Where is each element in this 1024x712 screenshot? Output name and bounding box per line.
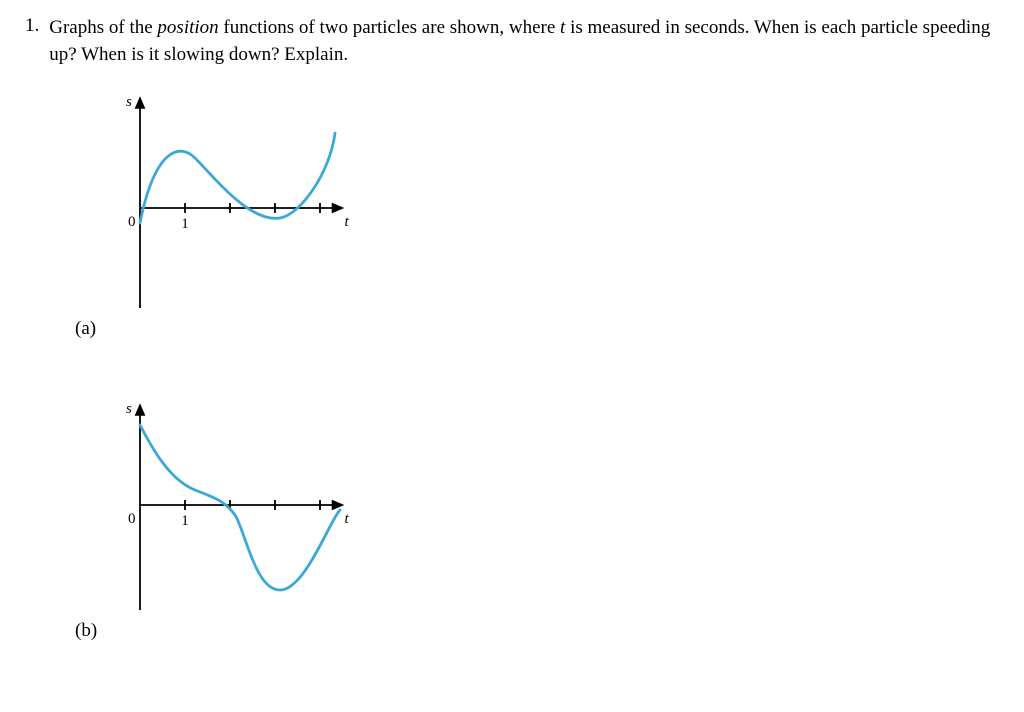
chart-b: 1 0 s t <box>75 395 355 620</box>
figures-container: 1 0 s t (a) 1 0 s t (b) <box>75 88 999 682</box>
row-a: (a) <box>75 318 999 380</box>
text-part-1: Graphs of the <box>49 17 157 38</box>
text-part-2: functions of two particles are shown, wh… <box>219 17 560 38</box>
x-axis-label: t <box>345 214 350 230</box>
problem-block: 1. Graphs of the position functions of t… <box>25 15 999 68</box>
curve <box>140 425 340 590</box>
x-tick-label: 1 <box>181 513 189 529</box>
chart-a: 1 0 s t <box>75 88 355 318</box>
y-axis-label: s <box>126 94 132 110</box>
label-b: (b) <box>75 620 97 642</box>
origin-label: 0 <box>128 511 136 527</box>
y-axis-label: s <box>126 401 132 417</box>
x-axis-label: t <box>345 511 350 527</box>
text-italic: position <box>157 17 218 38</box>
row-b: (b) <box>75 620 999 682</box>
curve <box>140 133 335 223</box>
x-tick-label: 1 <box>181 216 189 232</box>
chart-b-container: 1 0 s t <box>75 395 999 620</box>
origin-label: 0 <box>128 214 136 230</box>
label-a: (a) <box>75 318 96 340</box>
problem-text: Graphs of the position functions of two … <box>49 15 999 68</box>
problem-number: 1. <box>25 15 39 37</box>
chart-a-container: 1 0 s t <box>75 88 999 318</box>
